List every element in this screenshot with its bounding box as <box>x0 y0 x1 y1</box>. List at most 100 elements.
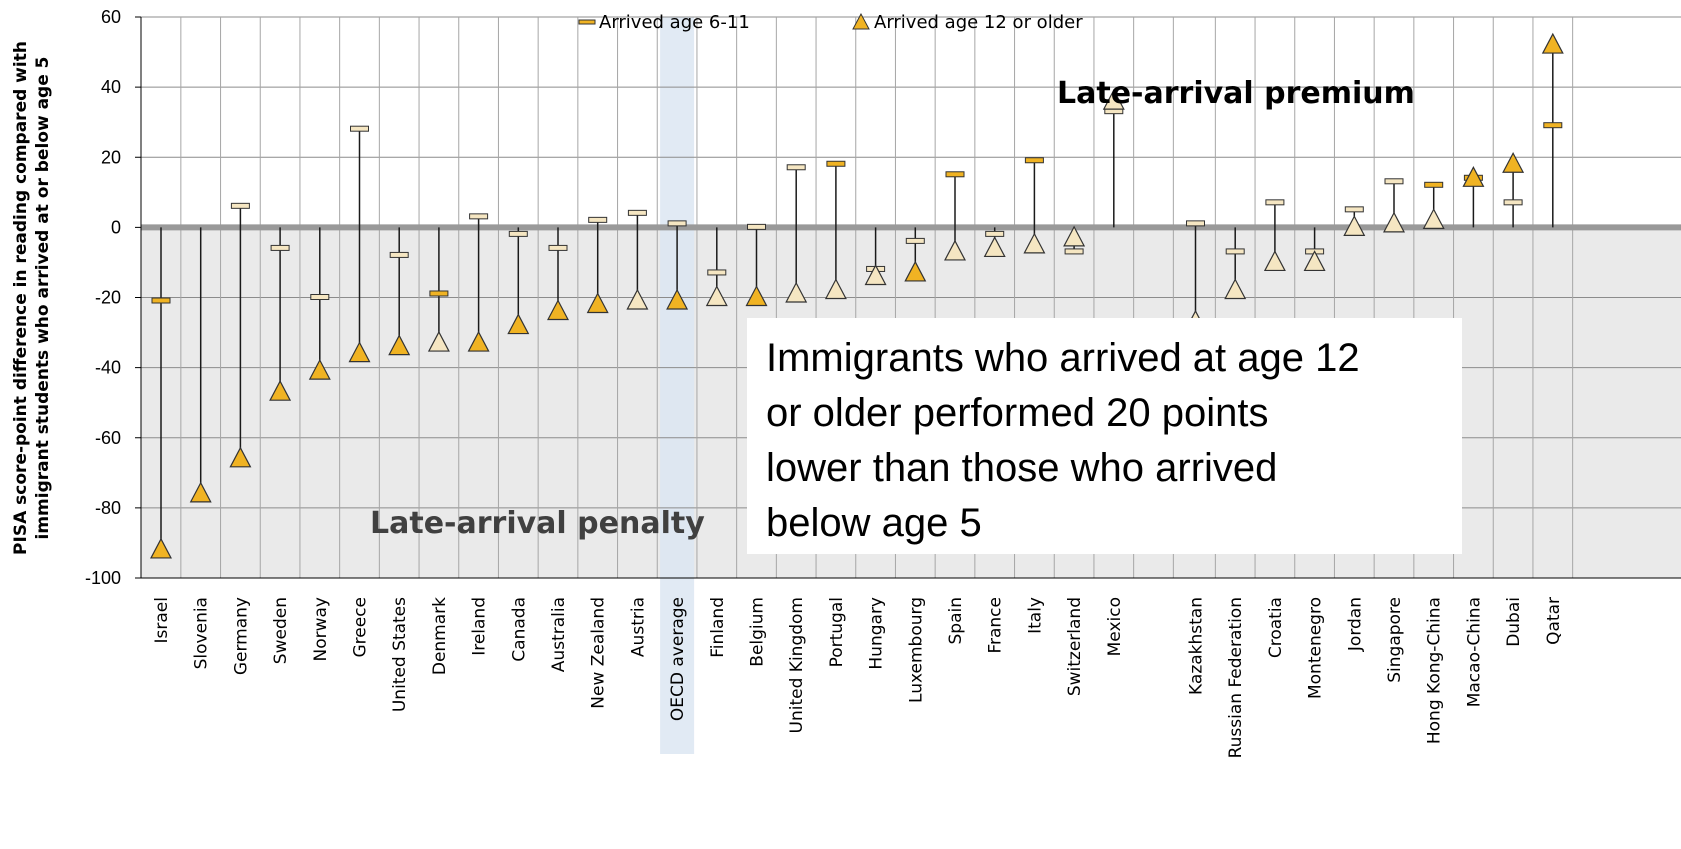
marker-age6-11-dubai <box>1503 199 1523 206</box>
marker-age12-hong-kong-china <box>1422 208 1445 229</box>
category-label-macao-china: Macao-China <box>1464 597 1484 707</box>
marker-age6-11-united-states <box>389 251 409 258</box>
marker-age12-dubai <box>1502 151 1525 173</box>
marker-age12-australia <box>547 299 569 321</box>
axes: 60 40 20 0 -20 -40 -60 -80 -100 Israel Slovenia Ger… <box>85 7 1681 758</box>
category-label-canada: Canada <box>509 597 529 662</box>
category-label-jordan: Jordan <box>1345 597 1365 652</box>
marker-age12-israel <box>150 537 172 559</box>
category-label-finland: Finland <box>708 597 728 658</box>
callout-line: or older performed 20 points <box>766 391 1269 435</box>
marker-age6-11-germany <box>230 202 250 209</box>
category-label-luxembourg: Luxembourg <box>906 597 926 703</box>
marker-age12-canada <box>507 313 530 335</box>
marker-age12-sweden <box>269 379 292 401</box>
marker-age12-norway <box>308 358 331 380</box>
marker-age6-11-italy <box>1024 157 1044 164</box>
category-label-israel: Israel <box>152 597 172 643</box>
marker-age12-portugal <box>824 278 847 300</box>
marker-age12-singapore <box>1383 211 1405 233</box>
marker-age12-mexico <box>1102 88 1125 110</box>
marker-age12-france <box>983 236 1006 258</box>
marker-age12-ireland <box>467 330 490 352</box>
marker-age6-11-belgium <box>747 223 766 230</box>
marker-age12-finland <box>705 285 728 307</box>
y-tick-label: -20 <box>95 288 121 308</box>
legend: Arrived age 6-11 Arrived age 12 or older <box>578 12 1083 33</box>
marker-age6-11-greece <box>350 125 369 132</box>
category-label-new-zealand: New Zealand <box>589 597 609 709</box>
marker-age6-11-singapore <box>1384 178 1404 185</box>
category-label-belgium: Belgium <box>748 597 768 667</box>
marker-age12-united-states <box>388 334 411 356</box>
y-tick-label: 0 <box>111 217 121 237</box>
marker-age6-11-jordan <box>1344 206 1364 213</box>
penalty-label: Late-arrival penalty <box>370 506 705 541</box>
marker-age12-italy <box>1023 232 1046 254</box>
marker-age12-montenegro <box>1303 250 1326 272</box>
callout-line: lower than those who arrived <box>766 446 1277 490</box>
y-tick-label: -40 <box>95 358 121 378</box>
legend-label-age12: Arrived age 12 or older <box>874 12 1083 33</box>
marker-age12-hungary <box>864 264 887 286</box>
callout-box: Immigrants who arrived at age 12 or older… <box>747 318 1462 554</box>
category-label-united-states: United States <box>390 597 410 712</box>
marker-age12-luxembourg <box>904 260 927 282</box>
category-label-australia: Australia <box>549 597 569 672</box>
marker-age6-11-canada <box>508 230 528 237</box>
category-label-oecd-average: OECD average <box>668 597 688 721</box>
category-label-dubai: Dubai <box>1504 597 1524 647</box>
marker-age12-oecd-average <box>666 288 689 310</box>
marker-age6-11-spain <box>945 171 965 178</box>
marker-age12-russian-federation <box>1224 278 1247 300</box>
marker-age6-11-austria <box>627 209 647 216</box>
marker-age6-11-france <box>985 230 1005 237</box>
category-label-kazakhstan: Kazakhstan <box>1187 597 1207 695</box>
marker-age6-11-hong-kong-china <box>1424 181 1444 188</box>
category-label-qatar: Qatar <box>1544 597 1564 645</box>
marker-age12-switzerland <box>1063 225 1086 247</box>
marker-age6-11-sweden <box>270 244 290 251</box>
marker-age12-denmark <box>427 330 450 352</box>
category-label-italy: Italy <box>1025 597 1045 634</box>
category-label-switzerland: Switzerland <box>1065 597 1085 696</box>
marker-age12-croatia <box>1263 250 1286 272</box>
marker-age6-11-luxembourg <box>905 237 925 244</box>
y-tick-label: -60 <box>95 428 121 448</box>
y-tick-label: 60 <box>101 7 121 27</box>
annotations: PISA score-point difference in reading c… <box>11 12 1462 555</box>
category-label-russian-federation: Russian Federation <box>1226 597 1246 758</box>
callout-background <box>747 318 1462 554</box>
marker-age12-united-kingdom <box>785 281 808 303</box>
legend-dash-icon <box>578 19 596 25</box>
category-label-portugal: Portugal <box>827 597 847 667</box>
category-label-denmark: Denmark <box>430 597 450 675</box>
marker-age6-11-croatia <box>1265 199 1285 206</box>
category-label-greece: Greece <box>351 597 371 658</box>
y-axis-title: immigrant students who arrived at or bel… <box>33 57 53 540</box>
category-label-united-kingdom: United Kingdom <box>787 597 807 733</box>
marker-age12-spain <box>944 239 966 261</box>
legend-triangle-icon <box>852 12 870 30</box>
marker-age12-new-zealand <box>586 292 609 314</box>
marker-age12-belgium <box>745 285 768 307</box>
category-label-norway: Norway <box>311 597 331 662</box>
category-label-sweden: Sweden <box>271 597 291 664</box>
category-label-croatia: Croatia <box>1266 597 1286 658</box>
y-tick-label: -80 <box>95 498 121 518</box>
category-label-ireland: Ireland <box>470 597 490 656</box>
marker-age12-qatar <box>1541 32 1564 54</box>
callout-line: below age 5 <box>766 501 982 545</box>
category-label-spain: Spain <box>946 597 966 645</box>
category-label-singapore: Singapore <box>1385 597 1405 683</box>
marker-age6-11-new-zealand <box>588 216 608 223</box>
category-label-mexico: Mexico <box>1105 597 1125 656</box>
marker-age6-11-finland <box>707 269 727 276</box>
highlight-band <box>660 17 695 754</box>
marker-age6-11-russian-federation <box>1225 248 1245 255</box>
category-label-austria: Austria <box>628 597 648 657</box>
category-label-france: France <box>986 597 1006 654</box>
category-label-slovenia: Slovenia <box>192 597 212 669</box>
premium-label: Late-arrival premium <box>1057 76 1415 111</box>
